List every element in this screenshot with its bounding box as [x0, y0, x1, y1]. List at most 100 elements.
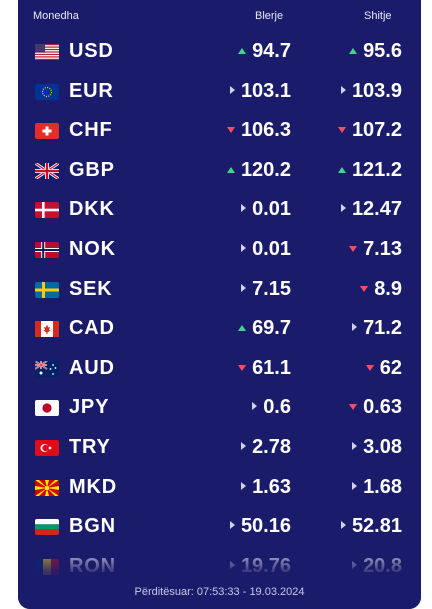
buy-rate-value: 103.1 [240, 79, 291, 102]
trend-flat-icon [352, 481, 358, 490]
rate-row-chf: CHF 106.3 107.2 [18, 111, 421, 151]
rate-row-eur: EUR 103.1 103.9 [18, 72, 421, 112]
trend-up-icon [226, 166, 235, 173]
trend-up-icon [337, 166, 346, 173]
sell-rate-cell: 107.2 [337, 119, 402, 142]
trend-down-icon [226, 127, 235, 134]
sell-column-header: Shitje [364, 10, 392, 22]
au-flag-icon [35, 360, 59, 377]
tr-flag-icon [35, 439, 59, 456]
buy-rate-value: 120.2 [240, 158, 291, 181]
sell-rate-value: 62 [379, 356, 402, 379]
currency-column-header: Monedha [33, 10, 79, 22]
sell-rate-value: 71.2 [363, 317, 402, 340]
rate-row-dkk: DKK 0.01 12.47 [18, 190, 421, 230]
trend-down-icon [238, 364, 247, 371]
currency-code: TRY [69, 435, 111, 458]
buy-rate-value: 106.3 [240, 119, 291, 142]
trend-flat-icon [241, 441, 247, 450]
currency-code: AUD [69, 356, 115, 379]
buy-rate-value: 7.15 [252, 277, 291, 300]
currency-code: DKK [69, 198, 115, 221]
currency-code: CHF [69, 119, 113, 142]
trend-flat-icon [340, 204, 346, 213]
buy-rate-value: 0.6 [263, 396, 291, 419]
sell-rate-cell: 71.2 [352, 317, 402, 340]
rates-list[interactable]: USD 94.7 95.6 EUR 103.1 103.9 CHF 106.3 107.2 GBP… [18, 32, 421, 586]
buy-rate-value: 61.1 [252, 356, 291, 379]
mk-flag-icon [35, 479, 59, 496]
rate-row-usd: USD 94.7 95.6 [18, 32, 421, 72]
rate-row-bgn: BGN 50.16 52.81 [18, 507, 421, 547]
sell-rate-cell: 121.2 [337, 158, 402, 182]
no-flag-icon [35, 241, 59, 258]
sell-rate-value: 121.2 [351, 158, 402, 181]
last-updated-text: Përditësuar: 07:53:33 - 19.03.2024 [134, 586, 305, 598]
sell-rate-cell: 8.9 [360, 278, 402, 301]
dk-flag-icon [35, 202, 59, 219]
sell-rate-value: 1.68 [363, 475, 402, 498]
trend-down-icon [349, 245, 358, 252]
currency-code: MKD [69, 475, 117, 498]
sell-rate-cell: 7.13 [349, 238, 402, 261]
buy-rate-value: 2.78 [252, 435, 291, 458]
currency-code: CAD [69, 317, 115, 340]
sell-rate-value: 3.08 [363, 435, 402, 458]
rate-row-sek: SEK 7.15 8.9 [18, 270, 421, 310]
sell-rate-cell: 12.47 [340, 198, 402, 221]
currency-code: NOK [69, 237, 116, 260]
eu-flag-icon [35, 83, 59, 100]
currency-code: USD [69, 40, 114, 62]
ch-flag-icon [35, 123, 59, 140]
buy-rate-cell: 50.16 [229, 515, 291, 538]
buy-column-header: Blerje [255, 10, 284, 22]
trend-flat-icon [229, 85, 235, 94]
sell-rate-cell: 52.81 [340, 515, 402, 538]
sell-rate-cell: 1.68 [352, 476, 402, 499]
trend-down-icon [337, 127, 346, 134]
trend-flat-icon [229, 521, 235, 530]
rate-row-mkd: MKD 1.63 1.68 [18, 468, 421, 508]
sell-rate-cell: 3.08 [352, 436, 402, 459]
buy-rate-value: 0.01 [252, 198, 291, 221]
sell-rate-cell: 103.9 [340, 79, 402, 103]
trend-flat-icon [241, 283, 247, 292]
sell-rate-value: 103.9 [351, 79, 402, 102]
trend-flat-icon [340, 521, 346, 530]
buy-rate-cell: 106.3 [226, 119, 291, 142]
buy-rate-cell: 120.2 [226, 158, 291, 182]
buy-rate-cell: 61.1 [238, 357, 291, 380]
buy-rate-cell: 7.15 [241, 278, 291, 301]
buy-rate-value: 94.7 [252, 40, 291, 62]
sell-rate-value: 0.63 [363, 396, 402, 419]
currency-code: SEK [69, 277, 113, 300]
trend-up-icon [349, 48, 358, 54]
currency-code: GBP [69, 158, 115, 181]
sell-rate-cell: 62 [365, 356, 402, 380]
buy-rate-value: 50.16 [240, 515, 291, 538]
buy-rate-cell: 0.01 [241, 198, 291, 221]
buy-rate-cell: 1.63 [241, 476, 291, 499]
trend-flat-icon [241, 243, 247, 252]
trend-flat-icon [252, 402, 258, 411]
buy-rate-cell: 0.6 [252, 396, 291, 419]
scroll-fade-overlay [18, 540, 421, 609]
buy-rate-cell: 2.78 [241, 436, 291, 459]
trend-up-icon [238, 48, 247, 54]
se-flag-icon [35, 281, 59, 298]
ca-flag-icon [35, 321, 59, 338]
currency-code: EUR [69, 79, 114, 102]
rate-row-nok: NOK 0.01 7.13 [18, 230, 421, 270]
us-flag-icon [35, 44, 59, 60]
trend-down-icon [360, 285, 369, 292]
sell-rate-cell: 0.63 [349, 396, 402, 419]
trend-flat-icon [352, 441, 358, 450]
rate-row-gbp: GBP 120.2 121.2 [18, 151, 421, 191]
sell-rate-value: 12.47 [351, 198, 402, 221]
currency-code: BGN [69, 515, 116, 538]
sell-rate-value: 8.9 [374, 277, 402, 300]
sell-rate-value: 95.6 [363, 40, 402, 62]
buy-rate-value: 69.7 [252, 317, 291, 340]
exchange-rates-panel: Monedha Blerje Shitje USD 94.7 95.6 EUR 103.… [18, 0, 421, 609]
rate-row-cad: CAD 69.7 71.2 [18, 309, 421, 349]
